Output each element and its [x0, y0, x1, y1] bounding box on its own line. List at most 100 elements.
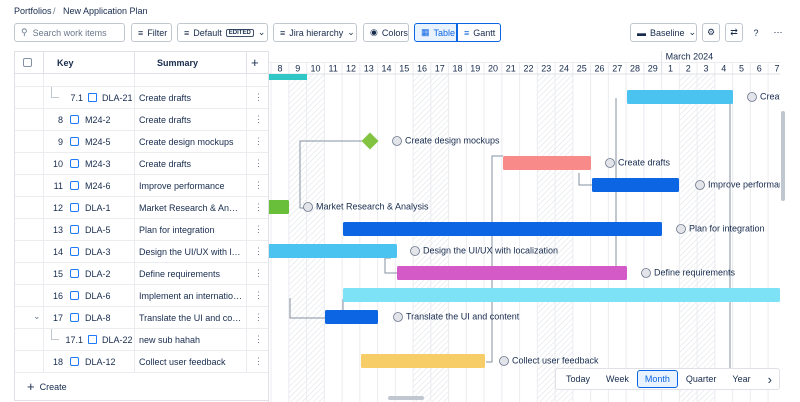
row-menu[interactable]: ⋮: [254, 114, 263, 124]
zoom-option[interactable]: Quarter: [685, 374, 717, 384]
day-label: 22: [523, 63, 533, 73]
issue-key[interactable]: DLA-8: [85, 313, 111, 323]
label: Filter: [147, 27, 168, 38]
row-number: 15: [52, 269, 63, 279]
bar-label: Translate the UI and content: [406, 311, 520, 321]
bar-label: Plan for integration: [689, 223, 765, 233]
row-menu[interactable]: ⋮: [254, 312, 263, 322]
issue-key[interactable]: DLA-1: [85, 203, 111, 213]
row: [15, 285, 268, 307]
issue-icon: [88, 93, 97, 102]
search-placeholder: Search work items: [32, 27, 107, 38]
weekend-shade: [555, 74, 573, 402]
issue-key[interactable]: DLA-5: [85, 225, 111, 235]
more-button[interactable]: ⋯: [773, 27, 783, 37]
view-button[interactable]: ≡ Default EDITED ⌄: [177, 23, 268, 42]
create-button[interactable]: + Create: [27, 379, 67, 394]
row-menu[interactable]: ⋮: [254, 180, 263, 190]
issue-icon: [70, 115, 79, 124]
day-label: 17: [435, 63, 445, 73]
add-column[interactable]: +: [251, 55, 259, 70]
row-menu[interactable]: ⋮: [254, 92, 263, 102]
summary: Plan for integration: [139, 225, 215, 235]
row: [15, 329, 268, 351]
issue-key[interactable]: DLA-3: [85, 247, 111, 257]
hierarchy-button[interactable]: ≡ Jira hierarchy ⌄: [273, 23, 357, 42]
issue-key[interactable]: M24-3: [85, 159, 111, 169]
day-label: 15: [399, 63, 409, 73]
issue-key[interactable]: DLA-22: [102, 335, 133, 345]
label: Colors: [381, 27, 408, 38]
day-label: 24: [559, 63, 569, 73]
next-button[interactable]: ›: [767, 371, 772, 387]
help-button[interactable]: ?: [753, 27, 759, 38]
baseline-button[interactable]: ▬ Baseline ⌄: [630, 23, 697, 42]
colors-button[interactable]: ◉ Colors: [363, 23, 409, 42]
day-label: 10: [310, 63, 320, 73]
issue-key[interactable]: M24-2: [85, 115, 111, 125]
search-box[interactable]: ⚲ Search work items: [14, 23, 125, 42]
issue-key[interactable]: DLA-6: [85, 291, 111, 301]
row-menu[interactable]: ⋮: [254, 268, 263, 278]
summary: Define requirements: [139, 269, 221, 279]
breadcrumb[interactable]: New Application Plan: [63, 6, 148, 16]
summary: Collect user feedback: [139, 357, 226, 367]
weekend-shade: [288, 74, 307, 402]
row-number: 10: [52, 159, 63, 169]
row-menu[interactable]: ⋮: [254, 202, 263, 212]
summary: Create drafts: [139, 93, 192, 103]
bar-label: Create design mockups: [405, 135, 500, 145]
row-menu[interactable]: ⋮: [254, 356, 263, 366]
zoom-option[interactable]: Today: [566, 374, 591, 384]
issue-key[interactable]: DLA-2: [85, 269, 111, 279]
weekend-shade: [306, 74, 325, 402]
day-label: 3: [703, 63, 708, 73]
icon-button[interactable]: ⚙: [702, 23, 720, 42]
issue-key[interactable]: DLA-21: [102, 93, 133, 103]
expand-toggle[interactable]: ⌄: [33, 311, 41, 321]
bar: [268, 200, 289, 214]
day-label: 20: [488, 63, 498, 73]
issue-key[interactable]: DLA-12: [85, 357, 116, 367]
day-label: 16: [417, 63, 427, 73]
row-menu[interactable]: ⋮: [254, 246, 263, 256]
tree-line: [51, 87, 59, 98]
summary: Design the UI/UX with localization: [139, 247, 243, 257]
row-menu[interactable]: ⋮: [254, 158, 263, 168]
row-number: 16: [52, 291, 63, 301]
label: Jira hierarchy: [289, 27, 344, 38]
row: [15, 153, 268, 175]
issue-key[interactable]: M24-6: [85, 181, 111, 191]
row: [15, 351, 268, 373]
filter-button[interactable]: ≡ Filter: [131, 23, 172, 42]
day-label: 18: [452, 63, 462, 73]
row: [15, 219, 268, 241]
bar-label: Create drafts: [618, 157, 671, 167]
zoom-option[interactable]: Month: [636, 370, 678, 388]
zoom-option[interactable]: Week: [606, 374, 629, 384]
icon-button[interactable]: ⇄: [725, 23, 743, 42]
column-divider: [134, 52, 135, 74]
badge: EDITED: [225, 28, 254, 37]
day-label: 1: [668, 63, 673, 73]
row-number: 18: [52, 357, 63, 367]
label: Table: [433, 27, 456, 38]
row: [15, 197, 268, 219]
breadcrumb[interactable]: Portfolios: [14, 6, 52, 16]
row-menu[interactable]: ⋮: [254, 334, 263, 344]
zoom-option[interactable]: Year: [732, 374, 751, 384]
row-menu[interactable]: ⋮: [254, 290, 263, 300]
issue-key[interactable]: M24-5: [85, 137, 111, 147]
column-divider: [43, 52, 44, 74]
select-all[interactable]: [23, 58, 32, 67]
summary: Create drafts: [139, 159, 192, 169]
gantt-toggle[interactable]: ≡ Gantt: [457, 23, 501, 42]
issue-icon: [70, 203, 79, 212]
row-menu[interactable]: ⋮: [254, 224, 263, 234]
table-toggle[interactable]: ▦ Table: [414, 23, 457, 42]
row-number: 12: [52, 203, 63, 213]
day-label: 6: [757, 63, 762, 73]
row-menu[interactable]: ⋮: [254, 136, 263, 146]
weekend-shade: [697, 74, 715, 402]
